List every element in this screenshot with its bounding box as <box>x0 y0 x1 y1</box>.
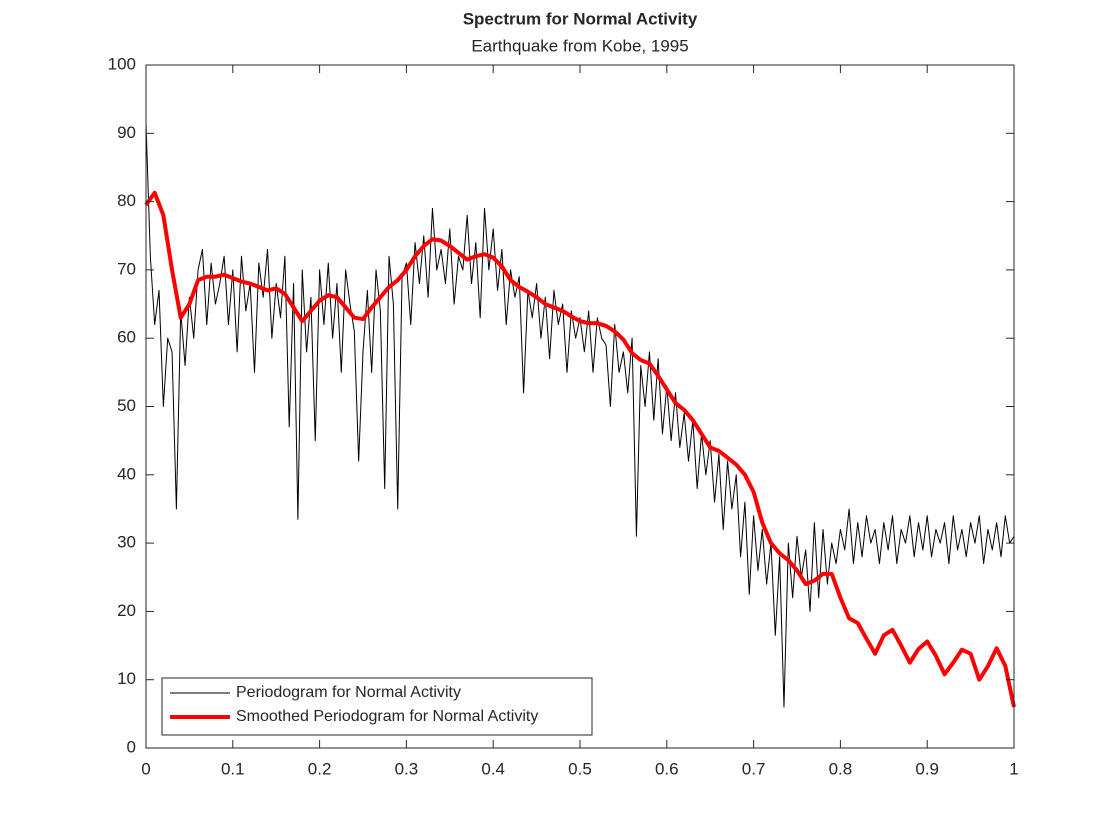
chart-subtitle: Earthquake from Kobe, 1995 <box>471 36 688 55</box>
x-tick-label: 1 <box>1009 759 1018 778</box>
y-tick-label: 20 <box>117 601 136 620</box>
legend-box <box>161 677 593 736</box>
y-tick-label: 0 <box>127 737 136 756</box>
series-line <box>145 123 1015 708</box>
x-tick-label: 0 <box>141 759 150 778</box>
legend-label: Smoothed Periodogram for Normal Activity <box>236 708 538 725</box>
x-tick-label: 0.8 <box>829 759 853 778</box>
y-tick-label: 30 <box>117 533 136 552</box>
y-tick-label: 100 <box>108 54 136 73</box>
y-tick-label: 90 <box>117 123 136 142</box>
x-tick-label: 0.7 <box>742 759 766 778</box>
y-tick-label: 50 <box>117 396 136 415</box>
x-tick-label: 0.9 <box>915 759 939 778</box>
x-tick-label: 0.6 <box>655 759 679 778</box>
series-line <box>144 190 1016 708</box>
x-tick-label: 0.5 <box>568 759 592 778</box>
y-tick-label: 80 <box>117 191 136 210</box>
x-tick-label: 0.1 <box>221 759 245 778</box>
y-tick-label: 70 <box>117 259 136 278</box>
x-tick-label: 0.2 <box>308 759 332 778</box>
legend-label: Periodogram for Normal Activity <box>236 684 461 701</box>
y-tick-label: 10 <box>117 669 136 688</box>
chart-title: Spectrum for Normal Activity <box>463 9 698 28</box>
x-tick-label: 0.4 <box>481 759 505 778</box>
y-tick-label: 40 <box>117 464 136 483</box>
x-tick-label: 0.3 <box>395 759 419 778</box>
y-tick-label: 60 <box>117 328 136 347</box>
